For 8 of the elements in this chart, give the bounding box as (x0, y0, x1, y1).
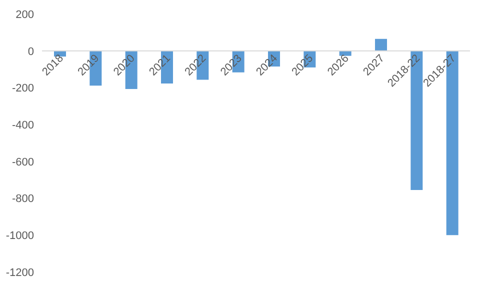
y-tick-label: 0 (28, 46, 34, 58)
y-tick-label: -1000 (6, 230, 34, 242)
y-tick-label: -600 (12, 156, 34, 168)
y-tick-label: 200 (16, 8, 34, 21)
y-tick-label: -800 (12, 193, 34, 206)
y-tick-label: -1200 (6, 266, 34, 279)
y-tick-label: -400 (12, 119, 34, 132)
y-tick-label: -200 (12, 82, 34, 95)
